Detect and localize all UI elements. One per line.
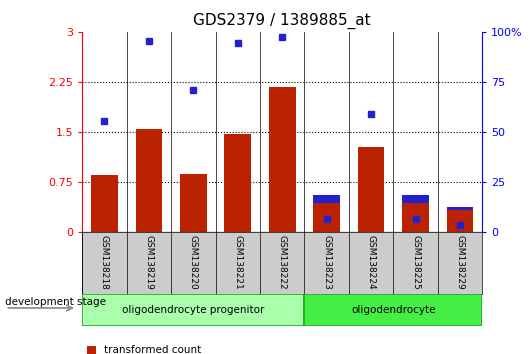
- Text: GSM138220: GSM138220: [189, 235, 198, 290]
- Bar: [269, 87, 296, 232]
- Bar: [224, 134, 251, 232]
- Legend: transformed count, percentile rank within the sample: transformed count, percentile rank withi…: [87, 346, 280, 354]
- Text: GSM138224: GSM138224: [367, 235, 376, 290]
- Bar: [447, 206, 473, 232]
- Text: oligodendrocyte progenitor: oligodendrocyte progenitor: [122, 305, 264, 315]
- Bar: [402, 195, 429, 232]
- Title: GDS2379 / 1389885_at: GDS2379 / 1389885_at: [193, 13, 371, 29]
- Bar: [402, 195, 429, 203]
- Bar: [313, 195, 340, 203]
- FancyBboxPatch shape: [82, 294, 304, 326]
- FancyBboxPatch shape: [304, 294, 482, 326]
- Bar: [313, 195, 340, 232]
- Bar: [136, 129, 162, 232]
- Bar: [447, 206, 473, 210]
- Text: oligodendrocyte: oligodendrocyte: [351, 305, 436, 315]
- Text: GSM138229: GSM138229: [456, 235, 465, 290]
- Bar: [91, 175, 118, 232]
- Bar: [180, 174, 207, 232]
- Text: GSM138218: GSM138218: [100, 235, 109, 290]
- Bar: [358, 147, 384, 232]
- Text: GSM138221: GSM138221: [233, 235, 242, 290]
- Text: GSM138222: GSM138222: [278, 235, 287, 290]
- Text: GSM138225: GSM138225: [411, 235, 420, 290]
- Text: GSM138219: GSM138219: [144, 235, 153, 290]
- Text: GSM138223: GSM138223: [322, 235, 331, 290]
- Text: development stage: development stage: [5, 297, 107, 307]
